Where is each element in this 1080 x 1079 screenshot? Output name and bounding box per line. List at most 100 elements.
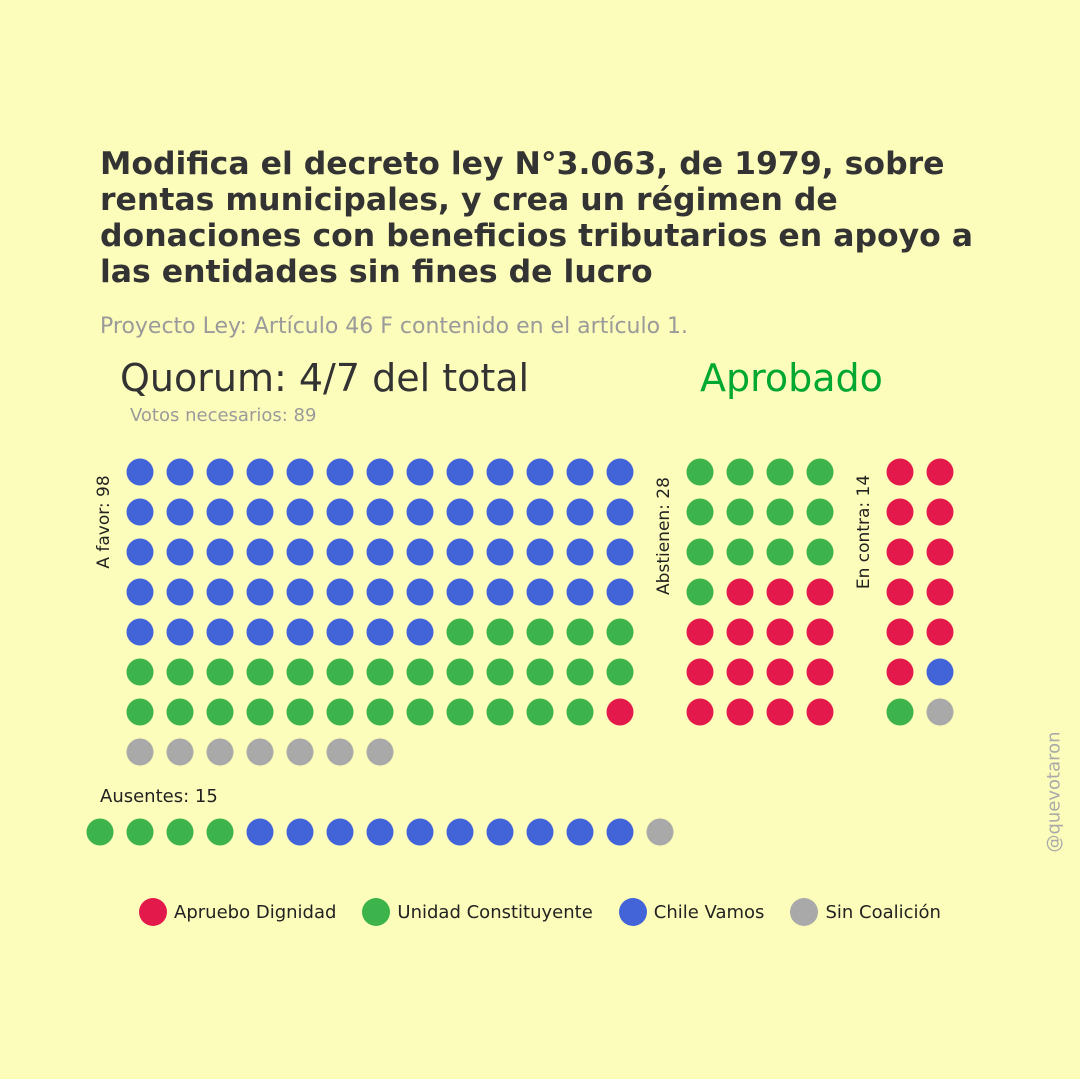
vote-dot	[486, 538, 514, 566]
vote-dot	[206, 698, 234, 726]
vote-dot	[286, 618, 314, 646]
vote-dot	[446, 458, 474, 486]
vote-dot	[766, 658, 794, 686]
vote-dot	[606, 498, 634, 526]
vote-dot	[446, 698, 474, 726]
vote-dot	[126, 818, 154, 846]
vote-dot	[646, 818, 674, 846]
vote-dot	[326, 578, 354, 606]
vote-dot	[246, 618, 274, 646]
vote-dot	[326, 458, 354, 486]
vote-dot	[126, 458, 154, 486]
vote-dot	[606, 578, 634, 606]
vote-dot	[166, 458, 194, 486]
vote-dot	[766, 538, 794, 566]
vote-dot	[566, 578, 594, 606]
vote-dot	[246, 698, 274, 726]
vote-dot	[886, 698, 914, 726]
vote-dot	[926, 618, 954, 646]
vote-dot	[366, 618, 394, 646]
vote-dot	[286, 818, 314, 846]
legend-swatch	[790, 898, 819, 926]
vote-dot	[406, 658, 434, 686]
vote-dot	[886, 498, 914, 526]
vote-dot	[686, 458, 714, 486]
vote-dot	[606, 618, 634, 646]
vote-dot	[486, 818, 514, 846]
against-label: En contra: 14	[854, 474, 874, 590]
vote-dot	[406, 818, 434, 846]
vote-dot	[126, 698, 154, 726]
vote-dot	[206, 578, 234, 606]
vote-dot	[726, 498, 754, 526]
vote-dot	[366, 498, 394, 526]
vote-dot	[446, 578, 474, 606]
result-label: Aprobado	[700, 356, 883, 400]
vote-dot	[686, 498, 714, 526]
favor-label: A favor: 98	[94, 475, 114, 569]
group-en-contra	[886, 458, 954, 726]
vote-dot	[366, 818, 394, 846]
vote-dot	[406, 498, 434, 526]
vote-dot	[686, 618, 714, 646]
vote-dot	[206, 498, 234, 526]
legend-item-unidad-constituyente: Unidad Constituyente	[362, 898, 593, 926]
vote-dot	[166, 498, 194, 526]
vote-dot	[246, 578, 274, 606]
vote-dot	[126, 618, 154, 646]
vote-dot	[806, 498, 834, 526]
vote-dot	[686, 698, 714, 726]
vote-dot	[446, 618, 474, 646]
vote-dot	[686, 658, 714, 686]
vote-dot	[886, 538, 914, 566]
vote-dot	[166, 618, 194, 646]
legend: Apruebo Dignidad Unidad Constituyente Ch…	[0, 896, 1080, 928]
vote-dot	[926, 698, 954, 726]
vote-dot	[406, 578, 434, 606]
vote-dot	[326, 658, 354, 686]
vote-dot	[166, 818, 194, 846]
legend-item-apruebo-dignidad: Apruebo Dignidad	[139, 898, 336, 926]
vote-dot	[126, 578, 154, 606]
vote-dot	[686, 538, 714, 566]
vote-dot	[206, 738, 234, 766]
vote-dot	[286, 698, 314, 726]
vote-dot	[446, 818, 474, 846]
vote-dot	[566, 698, 594, 726]
vote-dot	[526, 618, 554, 646]
vote-dot	[246, 498, 274, 526]
vote-dot	[206, 618, 234, 646]
vote-dot	[486, 658, 514, 686]
quorum-label: Quorum: 4/7 del total	[120, 356, 530, 400]
vote-dot	[326, 698, 354, 726]
vote-dot	[406, 618, 434, 646]
votes-needed-label: Votos necesarios: 89	[130, 405, 317, 426]
legend-label: Sin Coalición	[825, 901, 941, 923]
vote-dot	[886, 578, 914, 606]
vote-dot	[886, 658, 914, 686]
vote-dot	[126, 738, 154, 766]
vote-dot	[726, 658, 754, 686]
vote-dot	[726, 618, 754, 646]
vote-dot	[446, 538, 474, 566]
vote-dot	[886, 618, 914, 646]
legend-label: Unidad Constituyente	[397, 901, 593, 923]
vote-dot	[326, 498, 354, 526]
vote-dot	[766, 498, 794, 526]
vote-dot	[766, 698, 794, 726]
vote-dot	[286, 458, 314, 486]
vote-dot	[926, 458, 954, 486]
vote-dot	[926, 538, 954, 566]
vote-dot	[326, 618, 354, 646]
vote-dot	[326, 738, 354, 766]
absent-label: Ausentes: 15	[100, 786, 218, 807]
vote-dot	[606, 698, 634, 726]
vote-dot	[926, 498, 954, 526]
vote-dot	[566, 818, 594, 846]
vote-dot	[606, 658, 634, 686]
legend-item-sin-coalicion: Sin Coalición	[790, 898, 941, 926]
vote-dot	[286, 578, 314, 606]
legend-swatch	[362, 898, 391, 926]
vote-dot	[166, 538, 194, 566]
vote-dot	[726, 698, 754, 726]
